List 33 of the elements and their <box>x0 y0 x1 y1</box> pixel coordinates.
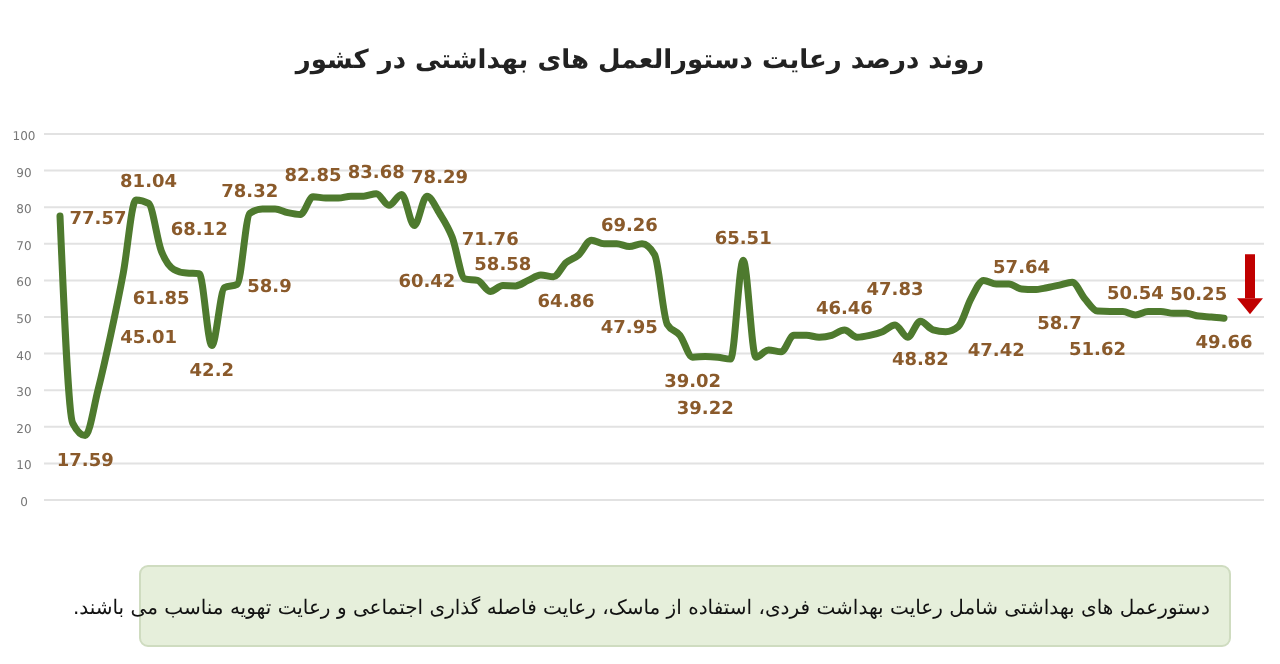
data-label: 58.7 <box>1037 315 1082 336</box>
data-label: 77.57 <box>69 210 127 231</box>
data-label: 78.32 <box>221 183 279 204</box>
text: دستورعمل های بهداشتی شامل رعایت بهداشت فردی، استفاده از ماسک، رعایت فاصله گذاری اجتماعی و رعایت تهویه مناسب می باشند. <box>72 596 1210 620</box>
data-label: 68.12 <box>170 220 228 241</box>
data-label: 47.95 <box>600 318 658 339</box>
data-label: 78.29 <box>411 169 469 190</box>
data-label: 71.76 <box>461 231 519 252</box>
data-label: 46.46 <box>815 299 873 320</box>
data-label: 57.64 <box>993 259 1051 280</box>
data-label: 50.25 <box>1170 286 1228 307</box>
data-label: 61.85 <box>132 289 190 310</box>
data-label: 48.82 <box>891 351 949 372</box>
data-label: 39.02 <box>664 373 722 394</box>
data-label: 47.42 <box>967 342 1025 363</box>
data-label: 82.85 <box>284 166 342 187</box>
data-label: 49.66 <box>1195 334 1253 355</box>
data-label: 81.04 <box>120 173 178 194</box>
data-label: 64.86 <box>537 292 595 313</box>
data-label: 69.26 <box>600 216 658 237</box>
data-label: 65.51 <box>714 230 772 251</box>
data-label: 58.9 <box>247 278 292 299</box>
data-label: 60.42 <box>398 272 456 293</box>
data-label: 45.01 <box>120 329 178 350</box>
chart-title: روند درصد رعایت دستورالعمل های بهداشتی در کشور <box>293 46 985 76</box>
data-label: 42.2 <box>189 361 235 382</box>
data-label: 83.68 <box>347 163 405 184</box>
data-label: 51.62 <box>1069 341 1126 362</box>
data-label: 58.58 <box>474 255 532 276</box>
data-label: 50.54 <box>1106 285 1164 306</box>
data-label: 17.59 <box>56 451 114 472</box>
data-label: 47.83 <box>866 280 924 301</box>
data-label: 39.22 <box>676 400 734 421</box>
